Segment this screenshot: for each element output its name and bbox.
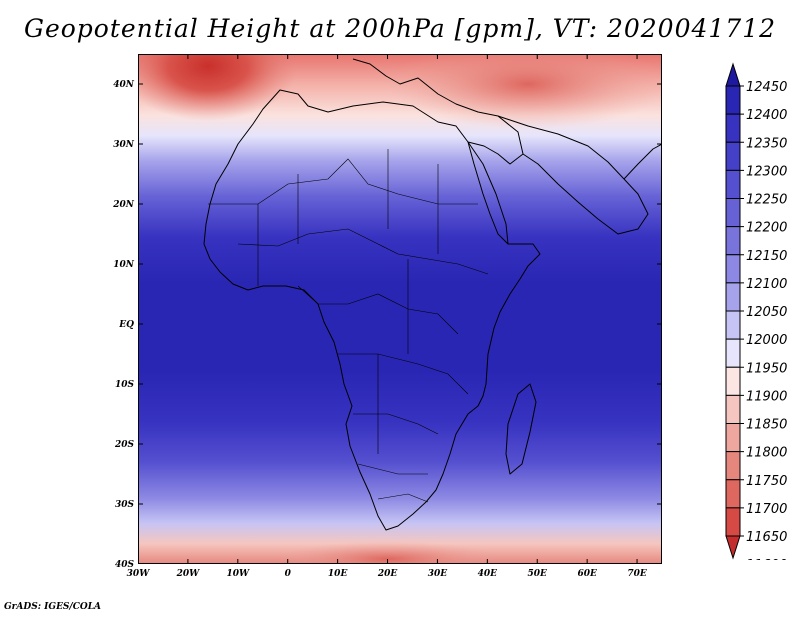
lat-label: 40N (113, 80, 135, 90)
colorbar-level-label: 12150 (746, 249, 787, 264)
high-center-arabia (388, 54, 662, 129)
lon-label: 30W (127, 569, 151, 579)
colorbar-top-arrow (725, 62, 741, 87)
lat-label: EQ (118, 320, 134, 330)
colorbar-level-label: 11600 (746, 558, 787, 560)
colorbar-box (725, 85, 741, 115)
colorbar-level-label: 12400 (746, 108, 787, 123)
coastlines (203, 58, 662, 531)
colorbar-box (725, 310, 741, 340)
lon-labels: 30W 20W 10W 0 10E 20E 30E 40E 50E 60E 70E (127, 569, 647, 579)
colorbar-level-label: 11650 (746, 530, 787, 545)
colorbar-box (725, 226, 741, 256)
colorbar-box (725, 451, 741, 481)
lat-label: 30S (115, 500, 135, 510)
high-center-atlantic (138, 54, 298, 121)
colorbar-box (725, 113, 741, 143)
colorbar-level-label: 12050 (746, 305, 787, 320)
country-borders (208, 149, 489, 503)
colorbar-level-label: 11950 (746, 361, 787, 376)
colorbar-boxes (725, 62, 744, 560)
colorbar-box (725, 254, 741, 284)
colorbar-level-label: 12100 (746, 277, 787, 292)
colorbar-box (725, 423, 741, 453)
lon-label: 10W (226, 569, 250, 579)
colorbar-box (725, 394, 741, 424)
colorbar: 12450 12400 12350 12300 12250 12200 12150 12100… (725, 62, 787, 560)
colorbar-level-label: 12250 (746, 193, 787, 208)
colorbar-box (725, 338, 741, 368)
colorbar-level-label: 11900 (746, 389, 787, 404)
colorbar-box (725, 507, 741, 537)
colorbar-bottom-arrow (725, 535, 741, 560)
colorbar-level-label: 12000 (746, 333, 787, 348)
lat-label: 20S (114, 440, 135, 450)
high-center-south (278, 541, 498, 564)
colorbar-level-label: 11800 (746, 446, 787, 461)
lon-label: 10E (328, 569, 348, 579)
credit-label: GrADS: IGES/COLA (4, 602, 102, 612)
colorbar-box (725, 366, 741, 396)
lon-label: 20W (176, 569, 201, 579)
colorbar-box (725, 169, 741, 199)
colorbar-box (725, 198, 741, 228)
colorbar-box (725, 282, 741, 312)
colorbar-labels: 12450 12400 12350 12300 12250 12200 12150 12100… (746, 80, 787, 560)
colorbar-level-label: 11700 (746, 502, 787, 517)
height-field (138, 54, 662, 564)
lon-label: 40E (478, 569, 498, 579)
lon-label: 70E (627, 569, 647, 579)
lat-label: 20N (112, 200, 135, 210)
colorbar-box (725, 141, 741, 171)
lat-label: 10N (113, 260, 135, 270)
colorbar-level-label: 11750 (746, 474, 787, 489)
lat-label: 40S (115, 560, 135, 570)
lon-label: 50E (528, 569, 548, 579)
lat-labels: 40N 30N 20N 10N EQ 10S 20S 30S 40S (112, 80, 135, 570)
colorbar-level-label: 12300 (746, 164, 787, 179)
chart-title: Geopotential Height at 200hPa [gpm], VT:… (23, 14, 777, 43)
colorbar-level-label: 12450 (746, 80, 787, 95)
colorbar-level-label: 11850 (746, 418, 787, 433)
lat-label: 30N (113, 140, 135, 150)
lon-label: 30E (428, 569, 448, 579)
lon-label: 0 (285, 569, 292, 579)
lon-label: 20E (377, 569, 398, 579)
colorbar-box (725, 479, 741, 509)
map-plot (138, 54, 662, 564)
lon-label: 60E (577, 569, 597, 579)
lat-label: 10S (115, 380, 135, 390)
colorbar-level-label: 12200 (746, 221, 787, 236)
colorbar-level-label: 12350 (746, 136, 787, 151)
map-frame (138, 54, 662, 564)
